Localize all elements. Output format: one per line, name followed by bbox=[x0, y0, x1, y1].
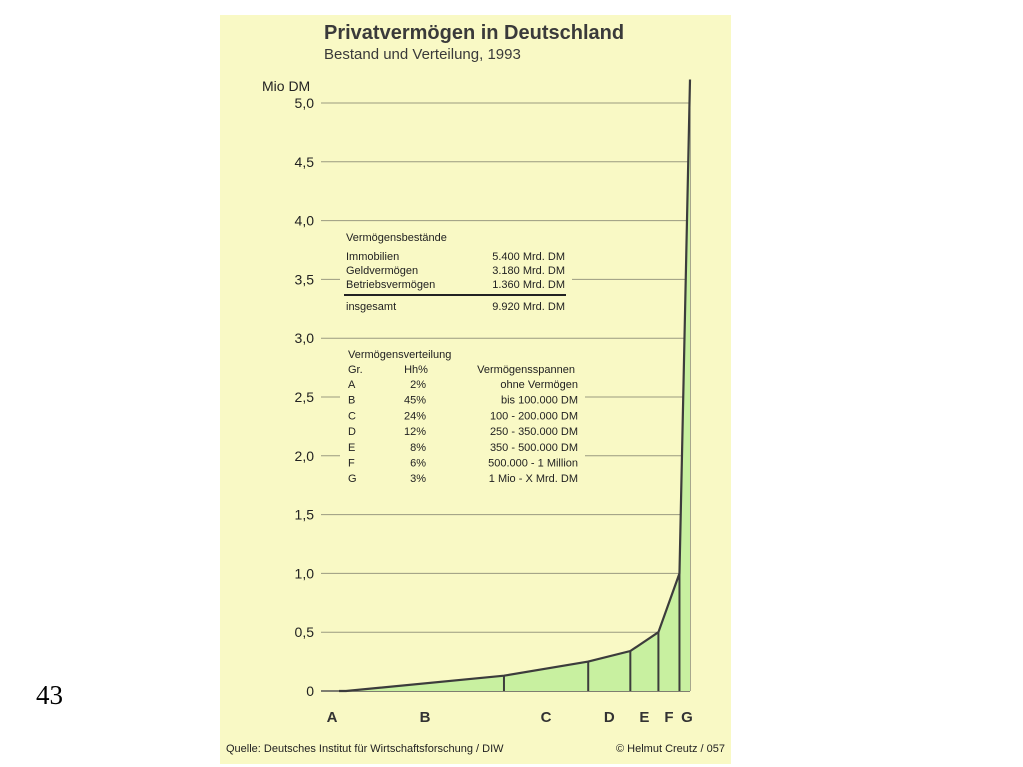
distribution-cell-group: B bbox=[348, 395, 355, 407]
holdings-row-value: 5.400 Mrd. DM bbox=[492, 251, 565, 263]
distribution-cell-range: 500.000 - 1 Million bbox=[488, 458, 578, 470]
group-label: C bbox=[541, 709, 552, 726]
y-tick-label: 3,0 bbox=[295, 330, 315, 346]
group-label: B bbox=[420, 709, 431, 726]
y-tick-label: 3,5 bbox=[295, 271, 315, 287]
distribution-cell-group: A bbox=[348, 379, 356, 391]
source-note: Quelle: Deutsches Institut für Wirtschaf… bbox=[226, 743, 504, 755]
distribution-header-group: Gr. bbox=[348, 364, 363, 376]
distribution-header-share: Hh% bbox=[404, 364, 428, 376]
y-tick-label: 5,0 bbox=[295, 95, 315, 111]
distribution-cell-group: G bbox=[348, 473, 357, 485]
y-tick-label: 1,0 bbox=[295, 565, 315, 581]
y-tick-label: 0,5 bbox=[295, 624, 315, 640]
distribution-cell-share: 24% bbox=[404, 410, 426, 422]
group-label: A bbox=[327, 709, 338, 726]
group-label: D bbox=[604, 709, 615, 726]
y-tick-label: 4,5 bbox=[295, 154, 315, 170]
distribution-cell-share: 6% bbox=[410, 458, 426, 470]
copyright-note: © Helmut Creutz / 057 bbox=[616, 743, 725, 755]
y-tick-label: 1,5 bbox=[295, 507, 315, 523]
distribution-cell-share: 2% bbox=[410, 379, 426, 391]
distribution-box: Vermögensverteilung Gr. Hh% Vermögensspa… bbox=[340, 343, 585, 491]
holdings-row-label: Geldvermögen bbox=[346, 265, 418, 277]
distribution-cell-share: 3% bbox=[410, 473, 426, 485]
y-tick-label: 2,0 bbox=[295, 448, 315, 464]
chart-subtitle: Bestand und Verteilung, 1993 bbox=[324, 46, 521, 63]
distribution-title: Vermögensverteilung bbox=[348, 349, 451, 361]
distribution-cell-share: 45% bbox=[404, 395, 426, 407]
y-axis-label: Mio DM bbox=[262, 78, 310, 94]
distribution-cell-range: 350 - 500.000 DM bbox=[490, 442, 578, 454]
chart-panel: Privatvermögen in Deutschland Bestand un… bbox=[220, 15, 731, 764]
holdings-total-label: insgesamt bbox=[346, 301, 396, 313]
holdings-row-label: Betriebsvermögen bbox=[346, 279, 435, 291]
distribution-cell-share: 8% bbox=[410, 442, 426, 454]
distribution-cell-range: 100 - 200.000 DM bbox=[490, 410, 578, 422]
holdings-box: Vermögensbestände Immobilien 5.400 Mrd. … bbox=[340, 225, 572, 321]
wealth-distribution-chart: Privatvermögen in Deutschland Bestand un… bbox=[226, 22, 725, 755]
chart-title: Privatvermögen in Deutschland bbox=[324, 22, 624, 44]
page-number: 43 bbox=[36, 680, 63, 710]
distribution-cell-range: bis 100.000 DM bbox=[501, 395, 578, 407]
distribution-cell-group: C bbox=[348, 410, 356, 422]
y-tick-label: 0 bbox=[306, 683, 314, 699]
holdings-title: Vermögensbestände bbox=[346, 232, 447, 244]
distribution-cell-share: 12% bbox=[404, 426, 426, 438]
group-label: G bbox=[681, 709, 693, 726]
y-tick-label: 4,0 bbox=[295, 213, 315, 229]
distribution-cell-group: F bbox=[348, 458, 355, 470]
group-label: E bbox=[639, 709, 649, 726]
holdings-row-value: 1.360 Mrd. DM bbox=[492, 279, 565, 291]
distribution-header-range: Vermögensspannen bbox=[477, 364, 575, 376]
distribution-cell-range: 250 - 350.000 DM bbox=[490, 426, 578, 438]
holdings-total-value: 9.920 Mrd. DM bbox=[492, 301, 565, 313]
holdings-row-label: Immobilien bbox=[346, 251, 399, 263]
distribution-cell-range: ohne Vermögen bbox=[500, 379, 578, 391]
holdings-row-value: 3.180 Mrd. DM bbox=[492, 265, 565, 277]
group-label: F bbox=[664, 709, 673, 726]
y-tick-label: 2,5 bbox=[295, 389, 315, 405]
distribution-cell-group: E bbox=[348, 442, 355, 454]
distribution-cell-group: D bbox=[348, 426, 356, 438]
wealth-curve bbox=[339, 79, 692, 693]
distribution-cell-range: 1 Mio - X Mrd. DM bbox=[489, 473, 578, 485]
